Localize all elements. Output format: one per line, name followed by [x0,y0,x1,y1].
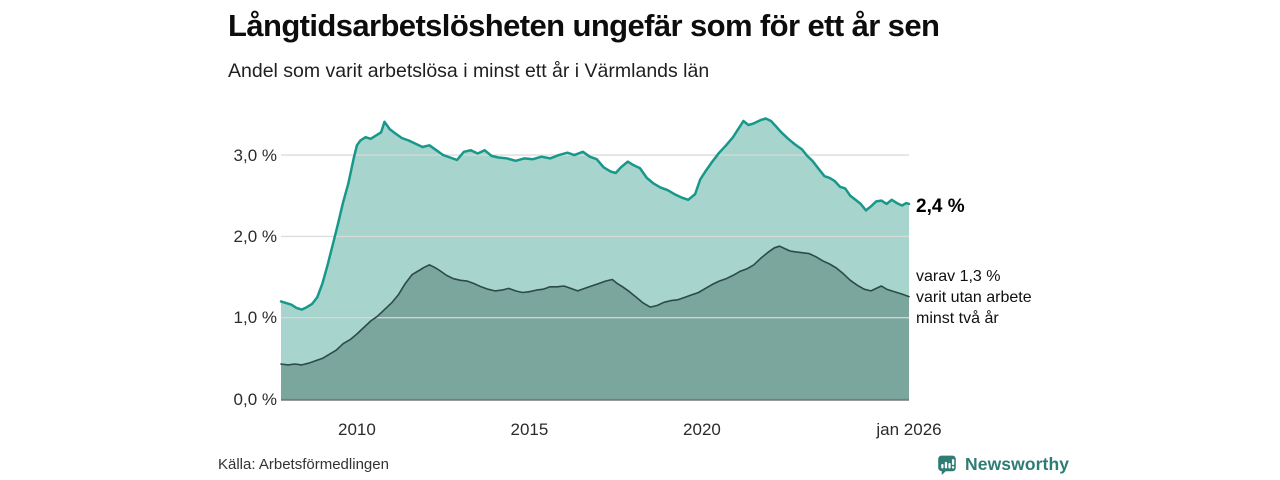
page-title: Långtidsarbetslösheten ungefär som för e… [228,8,940,43]
latest-value-label: 2,4 % [916,196,965,217]
secondary-value-label: varav 1,3 % varit utan arbete minst två … [916,266,1032,329]
y-axis-tick-label: 2,0 % [233,226,277,246]
line-unemployed-1yr [279,117,911,311]
y-axis-tick-label: 3,0 % [233,145,277,165]
area-unemployed-2yr [281,246,909,399]
line-unemployed-2yr [280,245,910,366]
x-axis-tick-label: 2020 [683,420,721,439]
page-subtitle: Andel som varit arbetslösa i minst ett å… [228,60,710,82]
x-axis-tick-label: jan 2026 [876,420,942,439]
secondary-value-line3: minst två år [916,310,999,327]
secondary-value-line1: varav 1,3 % [916,268,1001,285]
newsworthy-logo: Newsworthy [936,453,1069,476]
secondary-value-line2: varit utan arbete [916,289,1032,306]
x-axis-tick-label: 2010 [337,420,376,439]
newsworthy-bars-icon [938,455,956,475]
x-axis-tick-label: 2015 [510,420,549,439]
y-axis-tick-label: 1,0 % [233,308,277,328]
source-text: Källa: Arbetsförmedlingen [218,456,389,473]
brand-name: Newsworthy [965,454,1070,474]
y-axis-tick-label: 0,0 % [233,389,277,409]
